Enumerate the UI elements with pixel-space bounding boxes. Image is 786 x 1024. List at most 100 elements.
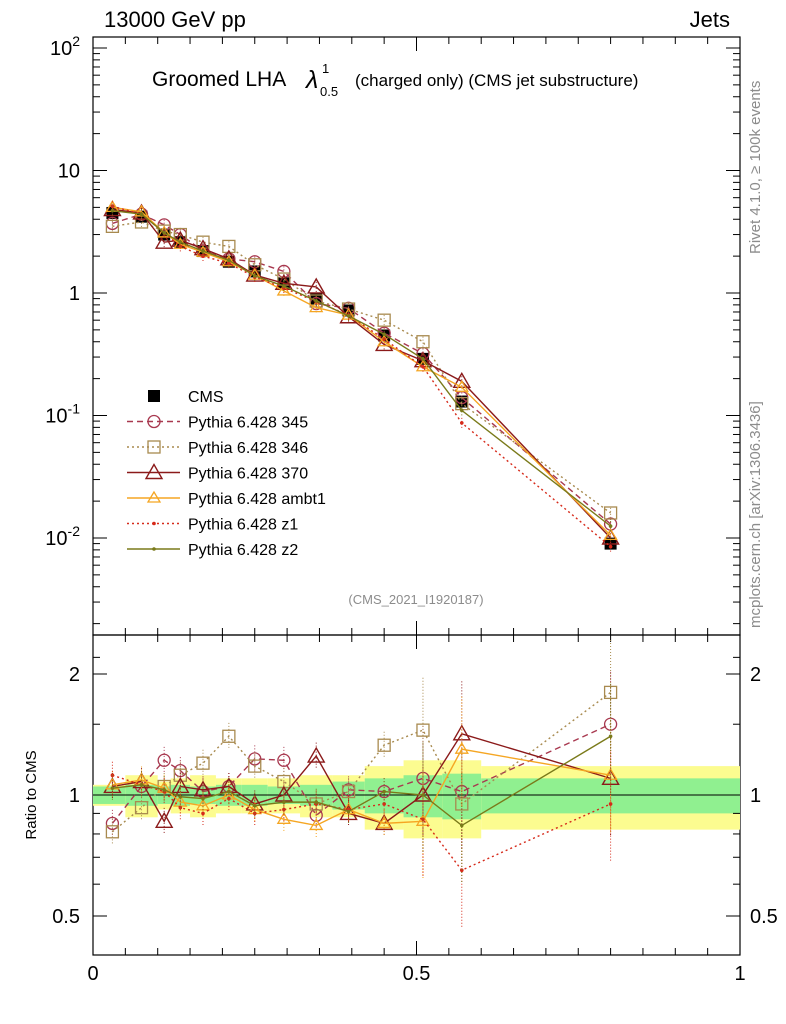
title-superscript: 1 bbox=[322, 61, 329, 76]
ratio-line-p345 bbox=[111, 723, 611, 824]
legend-label-z1: Pythia 6.428 z1 bbox=[188, 517, 298, 534]
title-suffix: (charged only) (CMS jet substructure) bbox=[355, 71, 638, 90]
marker-p346 bbox=[603, 506, 618, 520]
main-line-p370 bbox=[112, 208, 612, 539]
marker-z2 bbox=[178, 794, 183, 799]
marker-z2 bbox=[252, 274, 257, 278]
title-symbol: λ bbox=[304, 66, 318, 94]
main-series-group bbox=[103, 200, 620, 553]
marker-p346 bbox=[147, 440, 161, 454]
marker-z1 bbox=[227, 261, 231, 266]
main-line-p345 bbox=[112, 213, 612, 525]
marker-z2 bbox=[421, 357, 425, 361]
marker-z2 bbox=[227, 258, 231, 263]
analysis-id: (CMS_2021_I1920187) bbox=[348, 592, 483, 607]
ratio-band-inner bbox=[364, 778, 404, 814]
marker-z2 bbox=[282, 800, 286, 804]
mcplots-label: mcplots.cern.ch [arXiv:1306.3436] bbox=[747, 401, 764, 628]
ratio-ytick-label: 0.5 bbox=[52, 906, 80, 928]
marker-z1 bbox=[282, 807, 286, 812]
marker-z2 bbox=[227, 789, 231, 794]
marker-ambt1 bbox=[454, 741, 469, 754]
marker-z2 bbox=[459, 408, 464, 413]
main-series-ambt1 bbox=[105, 200, 618, 542]
marker-z1 bbox=[227, 796, 231, 801]
ratio-line-z2 bbox=[112, 735, 611, 827]
energy-label: 13000 GeV pp bbox=[104, 7, 246, 32]
ratio-xtick-label: 0 bbox=[87, 963, 98, 985]
marker-p346 bbox=[134, 801, 149, 815]
marker-z1 bbox=[382, 802, 386, 806]
marker-z2 bbox=[314, 299, 319, 303]
marker-ambt1 bbox=[415, 814, 431, 826]
marker-z2 bbox=[346, 314, 351, 318]
ratio-series-z2 bbox=[110, 683, 613, 883]
marker-z2 bbox=[152, 547, 156, 551]
marker-z2 bbox=[110, 786, 115, 790]
marker-z1 bbox=[152, 521, 156, 526]
ratio-ytick-label-right: 2 bbox=[750, 664, 761, 686]
ratio-ytick-label: 1 bbox=[69, 785, 80, 807]
legend-entry-p346: Pythia 6.428 346 bbox=[127, 440, 308, 457]
main-ytick-label: 10 bbox=[58, 161, 80, 183]
marker-p345 bbox=[147, 414, 161, 429]
ratio-series-group bbox=[103, 640, 620, 928]
marker-z1 bbox=[459, 868, 464, 873]
marker-z1 bbox=[421, 817, 425, 822]
legend: CMS Pythia 6.428 345 Pythia 6.428 346 Pythi… bbox=[127, 389, 326, 559]
marker-z1 bbox=[608, 802, 613, 806]
marker-ambt1 bbox=[309, 818, 324, 831]
legend-label-data: CMS bbox=[188, 389, 224, 406]
marker-z2 bbox=[608, 524, 613, 528]
marker-p346 bbox=[105, 825, 120, 839]
category-label: Jets bbox=[690, 7, 730, 32]
main-series-p345 bbox=[105, 207, 618, 531]
ratio-xtick-label: 0.5 bbox=[403, 963, 431, 985]
marker-ambt1 bbox=[276, 812, 292, 824]
legend-label-p346: Pythia 6.428 346 bbox=[188, 440, 308, 457]
marker-z1 bbox=[459, 421, 464, 425]
marker-z2 bbox=[162, 231, 166, 235]
rivet-label: Rivet 4.1.0, ≥ 100k events bbox=[747, 81, 764, 254]
main-line-z2 bbox=[112, 209, 612, 527]
marker-z2 bbox=[252, 804, 257, 808]
marker-ambt1 bbox=[454, 380, 469, 392]
marker-z2 bbox=[110, 208, 115, 213]
main-series-p370 bbox=[103, 200, 620, 545]
marker-cms bbox=[148, 390, 160, 402]
ratio-ytick-label: 2 bbox=[69, 664, 80, 686]
legend-entry-data: CMS bbox=[148, 389, 224, 406]
legend-entry-z2: Pythia 6.428 z2 bbox=[127, 542, 298, 559]
marker-ambt1 bbox=[603, 528, 618, 541]
marker-p345 bbox=[157, 753, 171, 767]
marker-z2 bbox=[346, 809, 351, 814]
legend-label-p345: Pythia 6.428 345 bbox=[188, 415, 308, 432]
marker-p346 bbox=[196, 756, 210, 770]
marker-p370 bbox=[144, 463, 164, 480]
marker-p346 bbox=[248, 759, 262, 773]
main-ytick-label: 102 bbox=[50, 33, 80, 60]
ratio-xtick-label: 1 bbox=[734, 963, 745, 985]
ratio-ytick-label-right: 0.5 bbox=[750, 906, 778, 928]
main-axis-ticks: 102 10 1 10-1 10-2 bbox=[45, 33, 741, 635]
marker-z2 bbox=[201, 796, 205, 801]
marker-p345 bbox=[105, 816, 120, 831]
main-ytick-label: 10-2 bbox=[45, 523, 80, 550]
marker-ambt1 bbox=[377, 334, 392, 347]
marker-z2 bbox=[608, 734, 613, 739]
main-ytick-label: 1 bbox=[69, 283, 80, 305]
main-line-z1 bbox=[112, 205, 612, 548]
marker-p370 bbox=[154, 811, 174, 829]
title-prefix: Groomed LHA bbox=[152, 68, 286, 91]
marker-z1 bbox=[608, 544, 613, 549]
marker-p370 bbox=[601, 768, 620, 786]
title-subscript: 0.5 bbox=[320, 84, 338, 99]
main-series-z2 bbox=[110, 205, 613, 532]
marker-ambt1 bbox=[309, 300, 324, 313]
marker-p346 bbox=[377, 313, 391, 327]
marker-z2 bbox=[282, 284, 286, 288]
marker-z1 bbox=[201, 254, 205, 258]
plot-title: Groomed LHA λ 1 0.5 (charged only) (CMS … bbox=[152, 61, 638, 99]
ratio-ylabel: Ratio to CMS bbox=[23, 750, 40, 839]
